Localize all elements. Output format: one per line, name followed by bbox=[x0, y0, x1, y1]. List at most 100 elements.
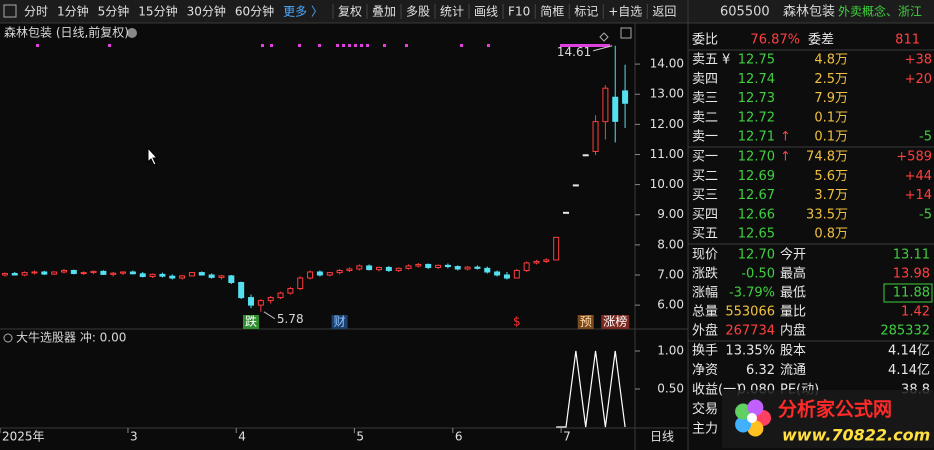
stock-concept: 外卖概念、浙江 bbox=[838, 4, 922, 19]
book-change: +589 bbox=[896, 150, 932, 165]
watermark-title: 分析家公式网 bbox=[778, 398, 892, 421]
event-marker[interactable]: 涨榜 bbox=[601, 314, 630, 330]
toolbar-button[interactable]: 统计 bbox=[440, 5, 464, 19]
book-label: 买三 bbox=[692, 188, 718, 203]
candle-body bbox=[602, 87, 609, 123]
stat-label: 内盘 bbox=[780, 323, 806, 339]
event-label: 财 bbox=[334, 315, 346, 329]
y-tick-label: 12.00 bbox=[650, 117, 684, 131]
y-tick-label: 6.00 bbox=[657, 298, 684, 312]
toolbar-tab[interactable]: 分时 bbox=[24, 5, 48, 19]
candle-body bbox=[90, 270, 97, 274]
toolbar-tab[interactable]: 1分钟 bbox=[57, 4, 89, 19]
x-tick-label: 3 bbox=[130, 430, 138, 444]
book-label: 卖二 bbox=[692, 110, 718, 125]
book-label: 买一 bbox=[692, 150, 718, 165]
candle-body bbox=[198, 272, 205, 276]
candle-body bbox=[385, 266, 392, 271]
event-badge bbox=[331, 315, 348, 329]
diamond-icon[interactable] bbox=[599, 32, 609, 42]
toolbar-button[interactable]: 简框 bbox=[540, 5, 564, 19]
diff-label: 委差 bbox=[808, 33, 834, 48]
stat-label: 净资 bbox=[692, 363, 718, 378]
candle-body bbox=[267, 297, 274, 302]
candle-body bbox=[60, 269, 67, 273]
event-marker[interactable]: $ bbox=[513, 315, 521, 329]
candle-body bbox=[454, 266, 461, 270]
toolbar-button[interactable]: +自选 bbox=[608, 5, 642, 19]
book-label: 卖四 bbox=[692, 72, 718, 87]
candle-body bbox=[435, 264, 442, 268]
candle-body bbox=[582, 154, 589, 157]
diff-value: 811 bbox=[895, 33, 920, 48]
stat-value: 267734 bbox=[725, 324, 775, 339]
toolbar-tab[interactable]: 15分钟 bbox=[138, 4, 177, 19]
toolbar-button[interactable]: 返回 bbox=[652, 5, 676, 19]
book-volume: 0.1万 bbox=[814, 130, 848, 145]
period-label[interactable]: 日线 bbox=[650, 430, 674, 444]
toolbar-tab[interactable]: 更多 〉 bbox=[283, 5, 323, 19]
stock-code: 605500 bbox=[720, 5, 770, 20]
stat-value: 13.35% bbox=[725, 344, 775, 359]
event-marker[interactable]: 财 bbox=[331, 315, 348, 330]
toolbar-tab[interactable]: 5分钟 bbox=[98, 4, 130, 19]
toolbar-button[interactable]: 多股 bbox=[406, 5, 430, 19]
stat-value: 1.42 bbox=[901, 305, 930, 320]
book-volume: 3.7万 bbox=[814, 188, 848, 203]
book-change: +20 bbox=[905, 72, 932, 87]
toolbar-button[interactable]: F10 bbox=[508, 5, 530, 19]
indicator-icon[interactable] bbox=[3, 333, 13, 343]
toolbar-tab[interactable]: 30分钟 bbox=[187, 4, 226, 19]
candle-body bbox=[70, 269, 77, 274]
toolbar-button[interactable]: 复权 bbox=[338, 5, 362, 19]
event-label: 涨榜 bbox=[603, 314, 627, 329]
stat-label: 最低 bbox=[780, 286, 806, 301]
menu-icon[interactable] bbox=[3, 4, 17, 18]
y-tick-label: 0.50 bbox=[657, 382, 684, 396]
event-marker[interactable]: 跌 bbox=[243, 314, 260, 330]
candle-body bbox=[169, 275, 176, 279]
logo-petal bbox=[747, 420, 764, 437]
candle-body bbox=[179, 275, 186, 279]
stat-label: 现价 bbox=[692, 248, 718, 263]
close-icon[interactable] bbox=[620, 27, 632, 39]
event-badge bbox=[577, 315, 594, 329]
stat-label: 总量 bbox=[692, 305, 718, 320]
logo-petal bbox=[735, 403, 752, 420]
candle-body bbox=[21, 272, 28, 276]
stock-name: 森林包装 bbox=[783, 5, 835, 20]
candle-body bbox=[100, 270, 107, 275]
book-volume: 2.5万 bbox=[814, 72, 848, 87]
stat-label: 涨跌 bbox=[692, 266, 718, 282]
x-tick-label: 4 bbox=[238, 430, 246, 444]
toolbar-tab[interactable]: 60分钟 bbox=[235, 4, 274, 19]
toolbar-button[interactable]: 叠加 bbox=[372, 5, 396, 19]
candle-body bbox=[415, 263, 422, 267]
candle-body bbox=[405, 265, 412, 269]
candle-body bbox=[188, 272, 195, 277]
stat-label: 量比 bbox=[780, 305, 806, 320]
book-price: 12.74 bbox=[738, 72, 775, 87]
candle-body bbox=[533, 260, 540, 264]
stat-value: 12.70 bbox=[738, 248, 775, 263]
book-change: +38 bbox=[905, 53, 932, 68]
event-badge bbox=[601, 315, 630, 329]
event-marker[interactable]: 预 bbox=[577, 315, 594, 330]
stat-value: 13.11 bbox=[893, 248, 930, 263]
toolbar-button[interactable]: 标记 bbox=[574, 5, 598, 19]
book-price: 12.75 bbox=[738, 53, 775, 68]
book-price: 12.65 bbox=[738, 227, 775, 242]
toolbar-button[interactable]: 画线 bbox=[474, 5, 498, 19]
x-tick-label: 2025年 bbox=[2, 430, 45, 444]
candle-body bbox=[523, 262, 530, 271]
y-tick-label: 14.00 bbox=[650, 57, 684, 71]
candle-body bbox=[395, 267, 402, 271]
candle-body bbox=[474, 266, 481, 269]
book-label: 卖一 bbox=[692, 130, 718, 145]
candle-body bbox=[139, 273, 146, 277]
y-tick-label: 13.00 bbox=[650, 87, 684, 101]
ratio-value: 76.87% bbox=[750, 33, 800, 48]
candle-body bbox=[287, 288, 294, 294]
book-label: 买五 bbox=[692, 227, 718, 242]
dropdown-icon[interactable] bbox=[127, 28, 137, 38]
